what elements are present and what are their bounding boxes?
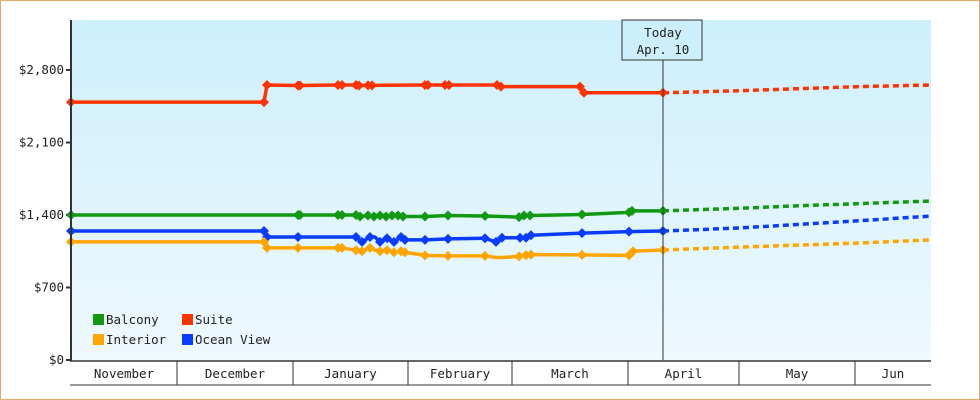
data-point-marker[interactable] [577, 228, 587, 239]
series-interior [66, 236, 932, 262]
data-point-marker[interactable] [337, 210, 347, 220]
month-label-february: February [430, 366, 491, 381]
month-label-december: December [205, 366, 266, 381]
today-label: Today [644, 25, 682, 40]
month-label-jun: Jun [882, 366, 905, 381]
data-point-marker[interactable] [575, 81, 585, 92]
data-point-marker[interactable] [515, 232, 525, 243]
data-point-marker[interactable] [398, 211, 408, 222]
data-point-marker[interactable] [628, 246, 638, 257]
data-point-marker[interactable] [337, 242, 347, 253]
data-point-marker[interactable] [351, 232, 361, 243]
data-point-marker[interactable] [262, 80, 272, 91]
legend-swatch [93, 314, 104, 325]
data-point-marker[interactable] [259, 97, 269, 108]
month-label-november: November [94, 366, 155, 381]
data-point-marker[interactable] [375, 236, 385, 247]
month-label-may: May [786, 366, 809, 381]
data-point-marker[interactable] [519, 210, 529, 221]
data-point-marker[interactable] [389, 236, 399, 247]
legend-label: Ocean View [195, 332, 271, 347]
data-point-marker[interactable] [365, 232, 375, 243]
data-point-marker[interactable] [579, 87, 589, 98]
data-point-marker[interactable] [443, 250, 453, 261]
forecast-line [662, 83, 932, 95]
today-callout-box [621, 19, 703, 61]
data-point-marker[interactable] [497, 232, 507, 243]
legend-label: Balcony [106, 312, 159, 327]
y-tick-label: $700 [34, 280, 64, 295]
y-tick-label: $0 [49, 352, 64, 367]
data-point-marker[interactable] [514, 251, 524, 262]
data-point-marker[interactable] [357, 246, 367, 257]
data-point-marker[interactable] [480, 211, 490, 222]
data-point-marker[interactable] [491, 236, 501, 247]
forecast-line [662, 199, 932, 213]
forecast-line [662, 214, 932, 233]
data-point-marker[interactable] [627, 205, 637, 216]
data-point-marker[interactable] [526, 249, 536, 260]
data-point-marker[interactable] [354, 80, 364, 91]
data-point-marker[interactable] [389, 247, 399, 258]
legend-label: Suite [195, 312, 233, 327]
data-point-marker[interactable] [293, 242, 303, 253]
legend-swatch [93, 334, 104, 345]
data-point-marker[interactable] [577, 249, 587, 260]
data-point-marker[interactable] [420, 250, 430, 261]
data-point-marker[interactable] [423, 80, 433, 91]
data-point-marker[interactable] [262, 242, 272, 253]
legend-item-suite[interactable]: Suite [182, 312, 233, 327]
data-point-marker[interactable] [295, 80, 305, 91]
data-point-marker[interactable] [443, 210, 453, 221]
data-point-marker[interactable] [355, 211, 365, 222]
data-point-marker[interactable] [624, 226, 634, 237]
legend-item-balcony[interactable]: Balcony [93, 312, 159, 327]
series-balcony [66, 199, 932, 223]
month-label-april: April [665, 366, 703, 381]
data-point-marker[interactable] [525, 210, 535, 221]
series-suite [66, 80, 932, 108]
plot-area [71, 20, 931, 360]
data-point-marker[interactable] [526, 230, 536, 241]
y-tick-label: $2,800 [19, 62, 64, 77]
data-point-marker[interactable] [444, 80, 454, 91]
legend-label: Interior [106, 332, 167, 347]
data-point-marker[interactable] [443, 233, 453, 244]
data-point-marker[interactable] [400, 234, 410, 245]
data-point-marker[interactable] [375, 246, 385, 257]
y-tick-label: $1,400 [19, 207, 64, 222]
data-point-marker[interactable] [382, 233, 392, 244]
legend-swatch [182, 334, 193, 345]
data-point-marker[interactable] [577, 209, 587, 220]
data-point-marker[interactable] [387, 210, 397, 221]
data-point-marker[interactable] [420, 234, 430, 245]
month-label-march: March [551, 366, 589, 381]
data-point-marker[interactable] [337, 80, 347, 91]
data-point-marker[interactable] [365, 242, 375, 253]
data-point-marker[interactable] [480, 233, 490, 244]
data-point-marker[interactable] [496, 81, 506, 92]
today-date-label: Apr. 10 [637, 42, 690, 57]
legend-swatch [182, 314, 193, 325]
forecast-line [662, 238, 932, 252]
data-point-marker[interactable] [357, 236, 367, 247]
legend-item-ocean-view[interactable]: Ocean View [182, 332, 271, 347]
data-point-marker[interactable] [293, 232, 303, 243]
data-point-marker[interactable] [295, 210, 305, 220]
data-point-marker[interactable] [367, 80, 377, 91]
data-point-marker[interactable] [420, 211, 430, 222]
legend-item-interior[interactable]: Interior [93, 332, 167, 347]
month-label-january: January [324, 366, 377, 381]
data-point-marker[interactable] [480, 250, 490, 261]
y-tick-label: $2,100 [19, 135, 64, 150]
data-point-marker[interactable] [400, 247, 410, 258]
